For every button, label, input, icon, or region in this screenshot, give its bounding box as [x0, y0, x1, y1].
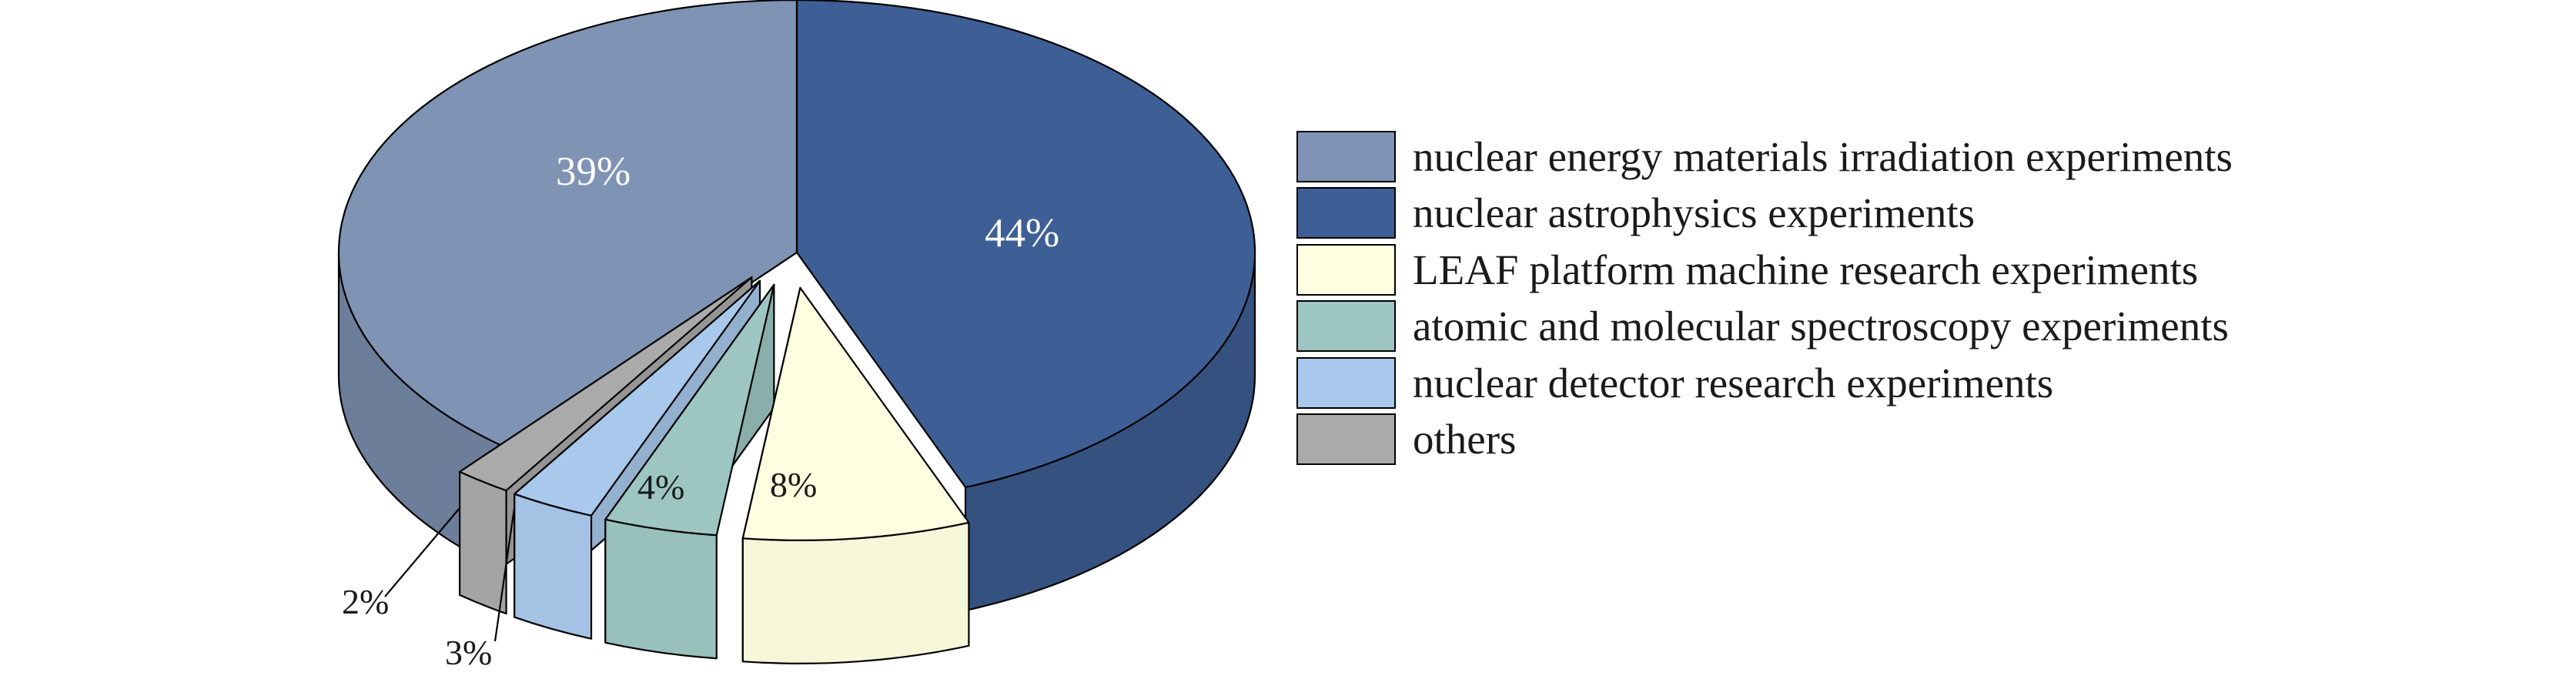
svg-text:8%: 8% [770, 465, 817, 504]
svg-text:2%: 2% [342, 582, 389, 621]
svg-text:44%: 44% [985, 211, 1059, 256]
svg-text:3%: 3% [445, 633, 492, 672]
svg-text:39%: 39% [556, 149, 631, 194]
svg-text:4%: 4% [637, 467, 684, 507]
